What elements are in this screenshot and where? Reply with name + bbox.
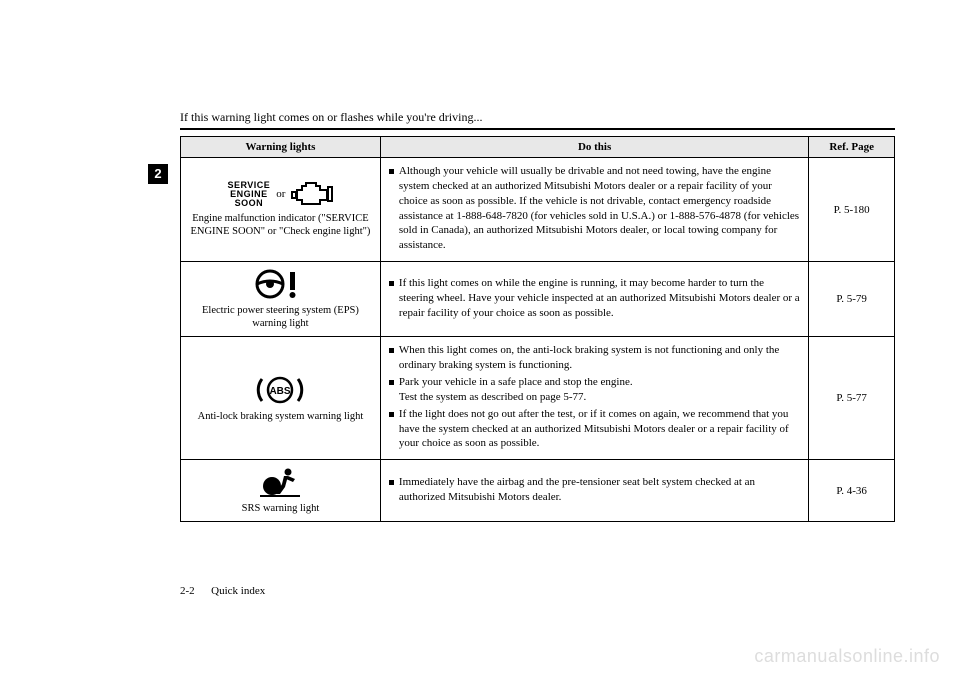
col-header-lights: Warning lights bbox=[181, 137, 381, 158]
do-list: If this light comes on while the engine … bbox=[389, 276, 800, 321]
ref-page: P. 5-77 bbox=[809, 337, 895, 460]
do-item: Although your vehicle will usually be dr… bbox=[389, 164, 800, 253]
check-engine-icon bbox=[291, 181, 333, 207]
footer-section: Quick index bbox=[211, 585, 265, 597]
srs-airbag-icon bbox=[258, 466, 302, 498]
do-list: Immediately have the airbag and the pre-… bbox=[389, 475, 800, 505]
do-list: When this light comes on, the anti-lock … bbox=[389, 343, 800, 451]
service-engine-soon-text-icon: SERVICE ENGINE SOON bbox=[227, 181, 270, 208]
col-header-ref: Ref. Page bbox=[809, 137, 895, 158]
abs-icon-group: ABS Anti-lock braking system warning lig… bbox=[189, 374, 372, 423]
or-text: or bbox=[276, 188, 285, 200]
page-footer: 2-2 Quick index bbox=[180, 585, 265, 597]
srs-icon-group: SRS warning light bbox=[189, 466, 372, 515]
icon-caption: Engine malfunction indicator ("SERVICE E… bbox=[189, 212, 372, 238]
do-list: Although your vehicle will usually be dr… bbox=[389, 164, 800, 253]
table-row: SRS warning light Immediately have the a… bbox=[181, 460, 895, 522]
engine-icon-group: SERVICE ENGINE SOON or Engine m bbox=[189, 181, 372, 238]
table-row: Electric power steering system (EPS) war… bbox=[181, 262, 895, 337]
eps-icon-group: Electric power steering system (EPS) war… bbox=[189, 268, 372, 330]
table-header-row: Warning lights Do this Ref. Page bbox=[181, 137, 895, 158]
do-item: Park your vehicle in a safe place and st… bbox=[389, 375, 800, 405]
warning-table: Warning lights Do this Ref. Page SERVICE… bbox=[180, 136, 895, 522]
table-row: SERVICE ENGINE SOON or Engine m bbox=[181, 158, 895, 262]
do-item: If this light comes on while the engine … bbox=[389, 276, 800, 321]
page-title: If this warning light comes on or flashe… bbox=[180, 110, 895, 130]
icon-caption: Electric power steering system (EPS) war… bbox=[189, 304, 372, 330]
eps-steering-icon bbox=[254, 268, 306, 300]
page-content: If this warning light comes on or flashe… bbox=[180, 110, 895, 522]
chapter-tab: 2 bbox=[148, 164, 168, 184]
icon-caption: Anti-lock braking system warning light bbox=[198, 410, 364, 423]
do-item: When this light comes on, the anti-lock … bbox=[389, 343, 800, 373]
icon-caption: SRS warning light bbox=[242, 502, 320, 515]
watermark: carmanualsonline.info bbox=[754, 646, 940, 667]
abs-icon: ABS bbox=[252, 374, 308, 406]
footer-page-num: 2-2 bbox=[180, 585, 195, 597]
col-header-do: Do this bbox=[380, 137, 808, 158]
table-row: ABS Anti-lock braking system warning lig… bbox=[181, 337, 895, 460]
ref-page: P. 4-36 bbox=[809, 460, 895, 522]
svc-line: SOON bbox=[227, 199, 270, 208]
do-item: If the light does not go out after the t… bbox=[389, 407, 800, 452]
ref-page: P. 5-79 bbox=[809, 262, 895, 337]
do-item: Immediately have the airbag and the pre-… bbox=[389, 475, 800, 505]
ref-page: P. 5-180 bbox=[809, 158, 895, 262]
svg-text:ABS: ABS bbox=[270, 386, 291, 397]
